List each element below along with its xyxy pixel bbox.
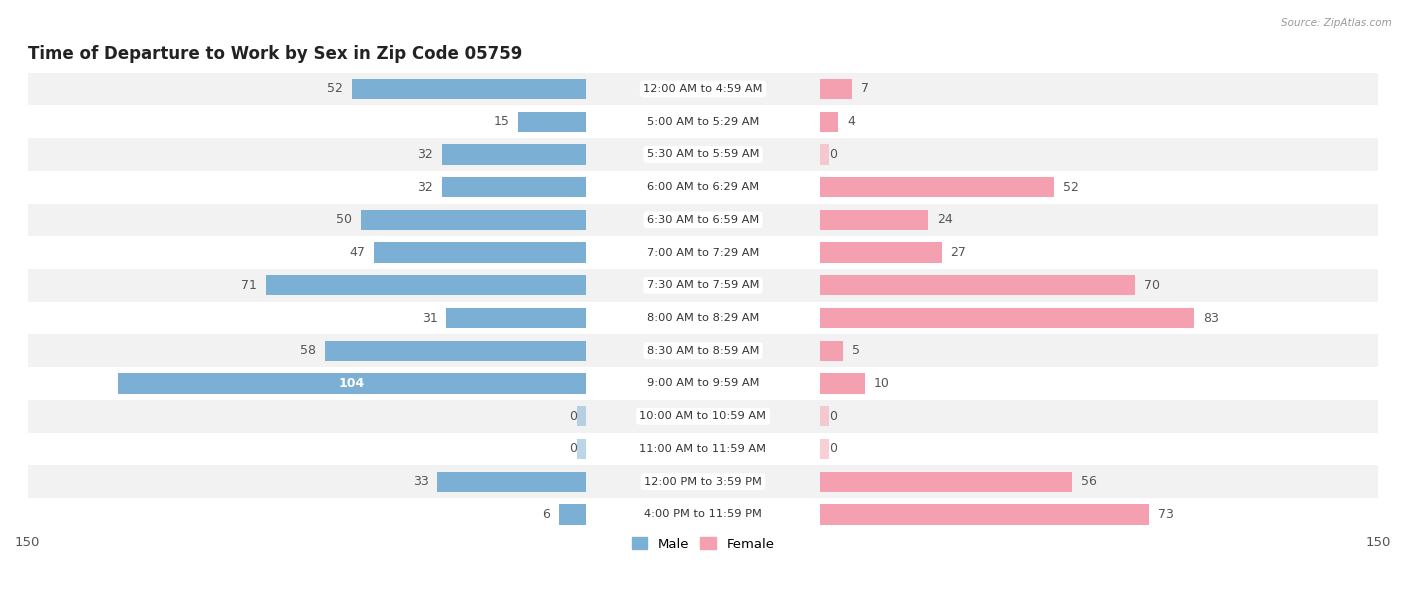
Text: 6:00 AM to 6:29 AM: 6:00 AM to 6:29 AM — [647, 182, 759, 192]
Text: 12:00 PM to 3:59 PM: 12:00 PM to 3:59 PM — [644, 477, 762, 487]
Text: 70: 70 — [1144, 279, 1160, 292]
Bar — [374, 242, 586, 263]
Bar — [28, 465, 1378, 498]
Text: 32: 32 — [418, 181, 433, 193]
Bar — [28, 105, 1378, 138]
Bar — [820, 308, 1194, 328]
Text: 10: 10 — [875, 377, 890, 390]
Bar — [28, 73, 1378, 105]
Bar — [820, 79, 852, 99]
Text: 0: 0 — [830, 443, 837, 455]
Text: 6: 6 — [543, 508, 550, 521]
Bar — [820, 112, 838, 132]
Text: 7: 7 — [860, 83, 869, 96]
Text: 50: 50 — [336, 214, 352, 226]
Text: 24: 24 — [938, 214, 953, 226]
Bar — [28, 302, 1378, 334]
Bar — [820, 177, 1054, 198]
Text: 5:30 AM to 5:59 AM: 5:30 AM to 5:59 AM — [647, 149, 759, 159]
Bar — [118, 373, 586, 394]
Bar — [28, 334, 1378, 367]
Text: 12:00 AM to 4:59 AM: 12:00 AM to 4:59 AM — [644, 84, 762, 94]
Text: 5: 5 — [852, 345, 859, 357]
Text: 0: 0 — [830, 148, 837, 161]
Text: 73: 73 — [1157, 508, 1174, 521]
Bar — [519, 112, 586, 132]
Text: 56: 56 — [1081, 475, 1097, 488]
Bar — [820, 471, 1073, 492]
Text: 83: 83 — [1202, 312, 1219, 324]
Bar — [441, 177, 586, 198]
Text: 10:00 AM to 10:59 AM: 10:00 AM to 10:59 AM — [640, 411, 766, 421]
Text: 7:00 AM to 7:29 AM: 7:00 AM to 7:29 AM — [647, 248, 759, 258]
Text: 47: 47 — [350, 246, 366, 259]
Bar — [28, 433, 1378, 465]
Text: 7:30 AM to 7:59 AM: 7:30 AM to 7:59 AM — [647, 280, 759, 290]
Text: 0: 0 — [830, 410, 837, 422]
Text: 4:00 PM to 11:59 PM: 4:00 PM to 11:59 PM — [644, 509, 762, 519]
Text: Source: ZipAtlas.com: Source: ZipAtlas.com — [1281, 18, 1392, 28]
Text: 104: 104 — [339, 377, 366, 390]
Legend: Male, Female: Male, Female — [626, 532, 780, 556]
Bar — [266, 275, 586, 296]
Bar — [28, 269, 1378, 302]
Bar — [352, 79, 586, 99]
Bar — [28, 498, 1378, 531]
Bar — [820, 340, 842, 361]
Bar — [576, 439, 586, 459]
Bar — [361, 210, 586, 230]
Text: 71: 71 — [242, 279, 257, 292]
Bar — [325, 340, 586, 361]
Bar — [446, 308, 586, 328]
Text: 4: 4 — [846, 115, 855, 128]
Text: 6:30 AM to 6:59 AM: 6:30 AM to 6:59 AM — [647, 215, 759, 225]
Text: 11:00 AM to 11:59 AM: 11:00 AM to 11:59 AM — [640, 444, 766, 454]
Text: Time of Departure to Work by Sex in Zip Code 05759: Time of Departure to Work by Sex in Zip … — [28, 45, 522, 62]
Bar — [820, 504, 1149, 525]
Bar — [820, 439, 830, 459]
Text: 0: 0 — [569, 443, 576, 455]
Text: 8:00 AM to 8:29 AM: 8:00 AM to 8:29 AM — [647, 313, 759, 323]
Bar — [28, 203, 1378, 236]
Bar — [820, 275, 1135, 296]
Bar — [820, 145, 830, 165]
Bar — [820, 373, 865, 394]
Bar — [576, 406, 586, 427]
Bar — [28, 138, 1378, 171]
Bar — [820, 210, 928, 230]
Text: 33: 33 — [412, 475, 429, 488]
Bar — [28, 236, 1378, 269]
Text: 15: 15 — [494, 115, 509, 128]
Bar — [28, 171, 1378, 203]
Bar — [441, 145, 586, 165]
Text: 0: 0 — [569, 410, 576, 422]
Bar — [437, 471, 586, 492]
Text: 52: 52 — [1063, 181, 1078, 193]
Text: 32: 32 — [418, 148, 433, 161]
Text: 27: 27 — [950, 246, 966, 259]
Bar — [560, 504, 586, 525]
Text: 8:30 AM to 8:59 AM: 8:30 AM to 8:59 AM — [647, 346, 759, 356]
Text: 58: 58 — [299, 345, 316, 357]
Bar — [28, 400, 1378, 433]
Bar — [820, 406, 830, 427]
Text: 52: 52 — [328, 83, 343, 96]
Text: 9:00 AM to 9:59 AM: 9:00 AM to 9:59 AM — [647, 378, 759, 389]
Bar — [28, 367, 1378, 400]
Text: 5:00 AM to 5:29 AM: 5:00 AM to 5:29 AM — [647, 117, 759, 127]
Bar — [820, 242, 942, 263]
Text: 31: 31 — [422, 312, 437, 324]
